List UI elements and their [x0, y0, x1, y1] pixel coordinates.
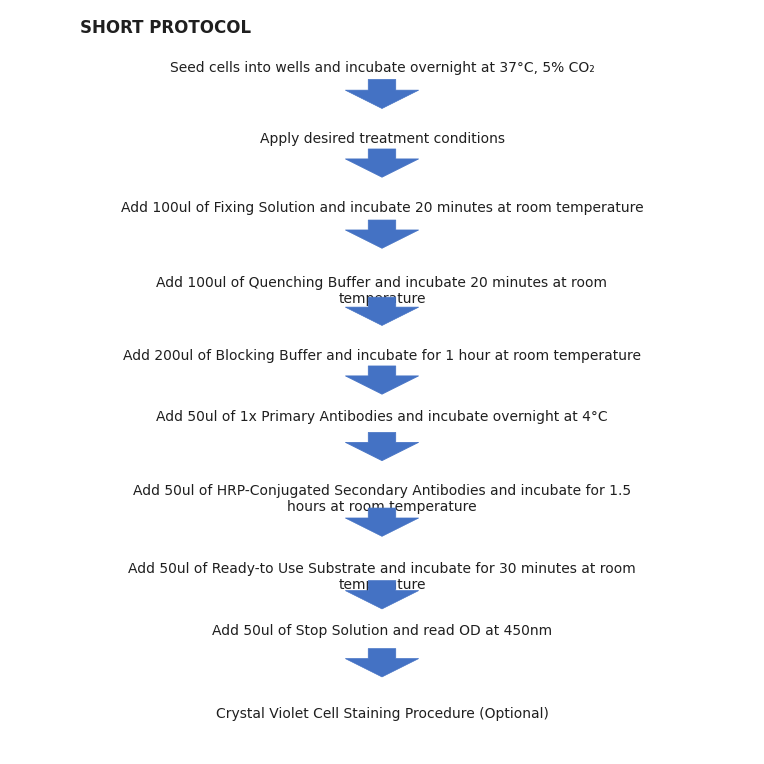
Text: Add 100ul of Quenching Buffer and incubate 20 minutes at room
temperature: Add 100ul of Quenching Buffer and incuba…: [157, 276, 607, 306]
Text: Apply desired treatment conditions: Apply desired treatment conditions: [260, 132, 504, 146]
Polygon shape: [345, 649, 419, 677]
Polygon shape: [345, 508, 419, 536]
Text: SHORT PROTOCOL: SHORT PROTOCOL: [80, 19, 251, 37]
Polygon shape: [345, 220, 419, 248]
Text: Add 100ul of Fixing Solution and incubate 20 minutes at room temperature: Add 100ul of Fixing Solution and incubat…: [121, 201, 643, 215]
Polygon shape: [345, 366, 419, 394]
Polygon shape: [345, 297, 419, 325]
Text: Add 50ul of HRP-Conjugated Secondary Antibodies and incubate for 1.5
hours at ro: Add 50ul of HRP-Conjugated Secondary Ant…: [133, 484, 631, 514]
Text: Crystal Violet Cell Staining Procedure (Optional): Crystal Violet Cell Staining Procedure (…: [215, 707, 549, 720]
Polygon shape: [345, 432, 419, 461]
Polygon shape: [345, 149, 419, 177]
Text: Add 50ul of Stop Solution and read OD at 450nm: Add 50ul of Stop Solution and read OD at…: [212, 624, 552, 638]
Text: Add 50ul of 1x Primary Antibodies and incubate overnight at 4°C: Add 50ul of 1x Primary Antibodies and in…: [156, 410, 608, 424]
Polygon shape: [345, 581, 419, 609]
Text: Add 200ul of Blocking Buffer and incubate for 1 hour at room temperature: Add 200ul of Blocking Buffer and incubat…: [123, 349, 641, 363]
Text: Seed cells into wells and incubate overnight at 37°C, 5% CO₂: Seed cells into wells and incubate overn…: [170, 61, 594, 75]
Text: Add 50ul of Ready-to Use Substrate and incubate for 30 minutes at room
temperatu: Add 50ul of Ready-to Use Substrate and i…: [128, 562, 636, 592]
Polygon shape: [345, 79, 419, 108]
